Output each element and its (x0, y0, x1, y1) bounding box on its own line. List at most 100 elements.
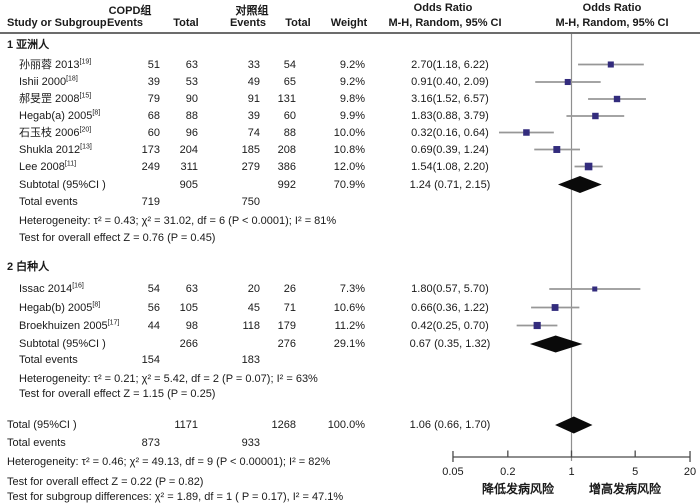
or-ci-value: 2.70(1.18, 6.22) (411, 58, 489, 71)
statistics-note: Heterogeneity: τ² = 0.21; χ² = 5.42, df … (0, 371, 560, 387)
count-value: 311 (180, 160, 198, 173)
control-total-header: Total (285, 17, 311, 29)
count-value: 131 (277, 93, 296, 105)
count-value: 154 (141, 353, 160, 366)
axis-tick-label: 5 (632, 466, 638, 478)
statistics-note: Heterogeneity: τ² = 0.43; χ² = 31.02, df… (0, 213, 560, 229)
count-value: 9.2% (339, 58, 365, 71)
count-value: 204 (179, 143, 198, 156)
count-value: 88 (283, 126, 296, 139)
count-value: 992 (277, 178, 296, 191)
study-label: Shukla 2012[13] (19, 142, 92, 156)
count-value: 74 (247, 126, 260, 139)
study-row: Shukla 2012[13] 173 204 185 208 10.8% 0.69(0.3… (0, 142, 560, 158)
copd-group-header: COPD组 (108, 5, 152, 17)
statistics-text: Heterogeneity: τ² = 0.21; χ² = 5.42, df … (19, 372, 318, 385)
study-label: 郝旻罡 2008[15] (19, 92, 92, 105)
reference-superscript: [13] (80, 142, 92, 150)
count-value: 873 (141, 437, 160, 449)
count-value: 118 (242, 319, 260, 332)
count-value: 208 (277, 143, 296, 156)
statistics-note: Test for overall effect Z = 0.76 (P = 0.… (0, 230, 560, 246)
count-value: 100.0% (327, 419, 365, 431)
count-value: 26 (283, 283, 296, 295)
count-value: 20 (247, 283, 260, 295)
axis-tick-label: 20 (684, 466, 696, 478)
or-ci-value: 3.16(1.52, 6.57) (411, 93, 489, 105)
count-value: 51 (147, 58, 160, 71)
control-events-header: Events (229, 17, 267, 29)
statistics-note: Test for subgroup differences: χ² = 1.89… (0, 489, 560, 504)
subgroup-header: 2 白种人 (0, 259, 560, 275)
count-value: 29.1% (333, 338, 365, 350)
statistics-text: Heterogeneity: τ² = 0.46; χ² = 49.13, df… (7, 456, 331, 468)
reference-superscript: [8] (92, 300, 101, 308)
or-ci-value: 1.06 (0.66, 1.70) (409, 419, 491, 431)
total-events-row: Total events 719 750 (0, 194, 560, 210)
study-label: Ishii 2000[18] (19, 75, 78, 88)
study-label: Broekhuizen 2005[17] (19, 318, 120, 332)
count-value: 9.8% (339, 93, 365, 105)
count-value: 249 (141, 160, 160, 173)
count-value: 1171 (174, 419, 198, 431)
total-events-row: Total events 873 933 (0, 435, 560, 451)
total-events-label: Total events (19, 196, 78, 208)
pooled-row: Total (95%CI ) 1171 1268 100.0% 1.06 (0.66, … (0, 417, 560, 433)
count-value: 386 (277, 160, 296, 173)
statistics-text: Test for overall effect Z = 1.15 (P = 0.… (19, 388, 216, 400)
count-value: 933 (241, 437, 260, 449)
statistics-text: Heterogeneity: τ² = 0.43; χ² = 31.02, df… (19, 214, 337, 227)
pooled-label: Subtotal (95%CI ) (19, 338, 106, 350)
pooled-label: Total (95%CI ) (7, 419, 77, 431)
count-value: 45 (247, 301, 260, 314)
axis-label-right: 增高发病风险 (588, 482, 662, 496)
count-value: 68 (147, 110, 160, 122)
count-value: 750 (241, 196, 260, 208)
count-value: 276 (277, 338, 296, 350)
reference-superscript: [15] (79, 92, 92, 100)
count-value: 60 (147, 126, 160, 139)
total-events-label: Total events (7, 437, 66, 449)
reference-superscript: [19] (79, 57, 92, 65)
count-value: 183 (241, 353, 260, 366)
count-value: 63 (185, 58, 198, 71)
or-ci-value: 1.83(0.88, 3.79) (411, 110, 489, 122)
or-square (584, 162, 593, 171)
or-square (607, 61, 614, 68)
study-label: 孙丽蓉 2013[19] (19, 57, 92, 71)
statistics-note: Test for overall effect Z = 0.22 (P = 0.… (0, 474, 560, 490)
count-value: 179 (277, 319, 296, 332)
subgroup-label: 1 亚洲人 (7, 39, 50, 51)
count-value: 39 (147, 76, 160, 88)
statistics-text: Test for subgroup differences: χ² = 1.89… (7, 491, 344, 503)
count-value: 39 (247, 110, 260, 122)
statistics-note: Test for overall effect Z = 1.15 (P = 0.… (0, 386, 560, 402)
total-events-row: Total events 154 183 (0, 352, 560, 368)
or-square (613, 95, 621, 103)
count-value: 49 (247, 76, 260, 88)
statistics-note: Heterogeneity: τ² = 0.46; χ² = 49.13, df… (0, 454, 560, 470)
study-row: 石玉枝 2006[20] 60 96 74 88 10.0% 0.32(0.16, 0.64… (0, 125, 560, 141)
study-row: 郝旻罡 2008[15] 79 90 91 131 9.8% 3.16(1.52, 6.57… (0, 91, 560, 107)
or-ci-value: 0.66(0.36, 1.22) (411, 301, 489, 314)
reference-superscript: [11] (64, 159, 77, 167)
study-row: Broekhuizen 2005[17] 44 98 118 179 11.2% 0.42(… (0, 318, 560, 334)
axis-tick-label: 1 (568, 466, 574, 478)
count-value: 53 (185, 76, 198, 88)
study-row: Lee 2008[11] 249 311 279 386 12.0% 1.54(1.08, … (0, 159, 560, 175)
reference-superscript: [17] (107, 318, 120, 326)
reference-superscript: [18] (66, 75, 78, 83)
pooled-diamond (557, 176, 602, 193)
count-value: 91 (247, 93, 260, 105)
or-ci-value: 0.32(0.16, 0.64) (411, 126, 489, 139)
weight-column-header: Weight (330, 17, 368, 29)
copd-total-header: Total (173, 17, 199, 29)
count-value: 11.2% (334, 319, 365, 332)
count-value: 60 (283, 110, 296, 122)
count-value: 185 (241, 143, 260, 156)
count-value: 10.8% (333, 143, 365, 156)
count-value: 90 (185, 93, 198, 105)
reference-superscript: [8] (92, 109, 101, 117)
total-events-label: Total events (19, 353, 78, 366)
control-group-header: 对照组 (235, 5, 269, 17)
